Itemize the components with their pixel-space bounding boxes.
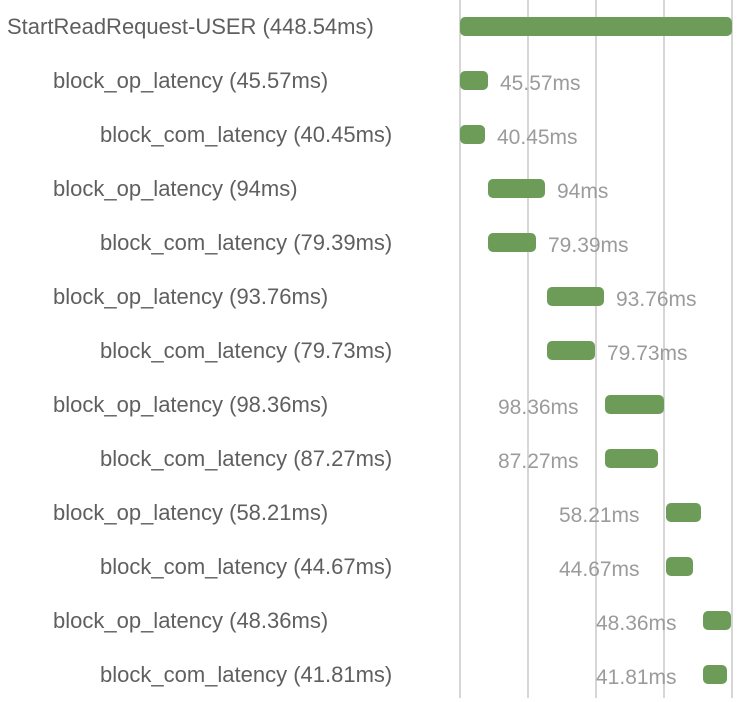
span-label: block_com_latency (41.81ms) [100, 662, 393, 687]
span-bar[interactable] [547, 341, 595, 360]
span-label: block_com_latency (87.27ms) [100, 446, 393, 471]
span-duration: 58.21ms [559, 504, 640, 527]
span-row[interactable]: block_com_latency (44.67ms) 44.67ms [0, 540, 744, 594]
span-bar[interactable] [666, 503, 701, 522]
timeline-gridline [459, 0, 461, 698]
span-label: block_com_latency (79.73ms) [100, 338, 393, 363]
span-bar[interactable] [703, 611, 731, 630]
span-duration: 48.36ms [596, 612, 677, 635]
span-row[interactable]: block_com_latency (87.27ms) 87.27ms [0, 432, 744, 486]
span-row[interactable]: block_op_latency (93.76ms) 93.76ms [0, 270, 744, 324]
span-bar[interactable] [488, 233, 536, 252]
span-bar[interactable] [488, 179, 545, 198]
span-duration: 45.57ms [500, 72, 581, 95]
span-bar[interactable] [703, 665, 727, 684]
span-row[interactable]: block_com_latency (79.73ms) 79.73ms [0, 324, 744, 378]
span-bar[interactable] [547, 287, 604, 306]
span-duration: 41.81ms [596, 666, 677, 689]
span-row-root[interactable]: StartReadRequest-USER (448.54ms) [0, 0, 744, 54]
span-duration: 94ms [557, 180, 609, 203]
timeline-gridline [731, 0, 733, 698]
span-row[interactable]: block_com_latency (40.45ms) 40.45ms [0, 108, 744, 162]
timeline-gridline [663, 0, 665, 698]
span-row[interactable]: block_op_latency (98.36ms) 98.36ms [0, 378, 744, 432]
span-label: StartReadRequest-USER (448.54ms) [7, 14, 374, 39]
span-row[interactable]: block_op_latency (58.21ms) 58.21ms [0, 486, 744, 540]
timeline-gridline [595, 0, 597, 698]
span-bar[interactable] [605, 449, 658, 468]
span-duration: 79.39ms [548, 234, 629, 257]
span-duration: 79.73ms [607, 342, 688, 365]
span-row[interactable]: block_com_latency (41.81ms) 41.81ms [0, 648, 744, 702]
span-label: block_op_latency (94ms) [53, 176, 298, 201]
span-row[interactable]: block_op_latency (94ms) 94ms [0, 162, 744, 216]
span-row[interactable]: block_op_latency (45.57ms) 45.57ms [0, 54, 744, 108]
span-bar[interactable] [460, 71, 488, 90]
span-row[interactable]: block_op_latency (48.36ms) 48.36ms [0, 594, 744, 648]
span-label: block_op_latency (93.76ms) [53, 284, 329, 309]
span-bar[interactable] [666, 557, 693, 576]
span-label: block_com_latency (40.45ms) [100, 122, 393, 147]
timeline-gridline [527, 0, 529, 698]
span-bar[interactable] [460, 17, 732, 36]
span-label: block_op_latency (98.36ms) [53, 392, 329, 417]
span-duration: 93.76ms [616, 288, 697, 311]
span-duration: 87.27ms [498, 450, 579, 473]
span-label: block_com_latency (79.39ms) [100, 230, 393, 255]
span-row[interactable]: block_com_latency (79.39ms) 79.39ms [0, 216, 744, 270]
span-bar[interactable] [605, 395, 664, 414]
span-duration: 40.45ms [497, 126, 578, 149]
span-duration: 98.36ms [498, 396, 579, 419]
span-label: block_op_latency (48.36ms) [53, 608, 329, 633]
span-label: block_op_latency (45.57ms) [53, 68, 329, 93]
span-duration: 44.67ms [559, 558, 640, 581]
span-label: block_op_latency (58.21ms) [53, 500, 329, 525]
span-label: block_com_latency (44.67ms) [100, 554, 393, 579]
span-bar[interactable] [460, 125, 485, 144]
